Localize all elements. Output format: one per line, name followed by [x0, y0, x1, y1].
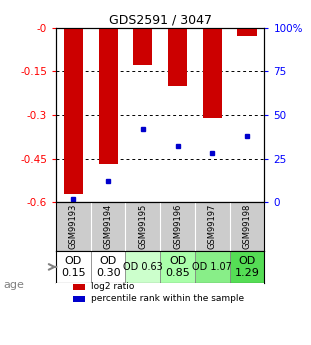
Text: OD 0.63: OD 0.63	[123, 262, 163, 272]
Text: GSM99193: GSM99193	[69, 204, 78, 249]
Text: GSM99198: GSM99198	[243, 204, 252, 249]
Bar	[125, 251, 160, 283]
Bar	[168, 28, 187, 86]
Bar	[56, 251, 91, 283]
Title: GDS2591 / 3047: GDS2591 / 3047	[109, 13, 212, 27]
Bar	[160, 251, 195, 283]
Bar	[203, 28, 222, 118]
Text: percentile rank within the sample: percentile rank within the sample	[91, 294, 244, 303]
Bar	[237, 28, 257, 36]
Text: OD
0.85: OD 0.85	[165, 256, 190, 278]
Bar	[195, 251, 230, 283]
Bar	[91, 251, 125, 283]
Text: OD
0.15: OD 0.15	[61, 256, 86, 278]
Text: GSM99194: GSM99194	[104, 204, 113, 249]
Bar	[73, 296, 85, 302]
Text: age: age	[3, 280, 24, 289]
Text: log2 ratio: log2 ratio	[91, 282, 135, 291]
Text: GSM99195: GSM99195	[138, 204, 147, 249]
Bar	[99, 28, 118, 165]
Bar	[64, 28, 83, 194]
Text: GSM99196: GSM99196	[173, 204, 182, 249]
Bar	[230, 251, 264, 283]
Text: OD 1.07: OD 1.07	[192, 262, 232, 272]
Bar	[73, 284, 85, 290]
Text: OD
0.30: OD 0.30	[96, 256, 120, 278]
Bar	[133, 28, 152, 66]
Text: GSM99197: GSM99197	[208, 204, 217, 249]
Text: OD
1.29: OD 1.29	[234, 256, 259, 278]
